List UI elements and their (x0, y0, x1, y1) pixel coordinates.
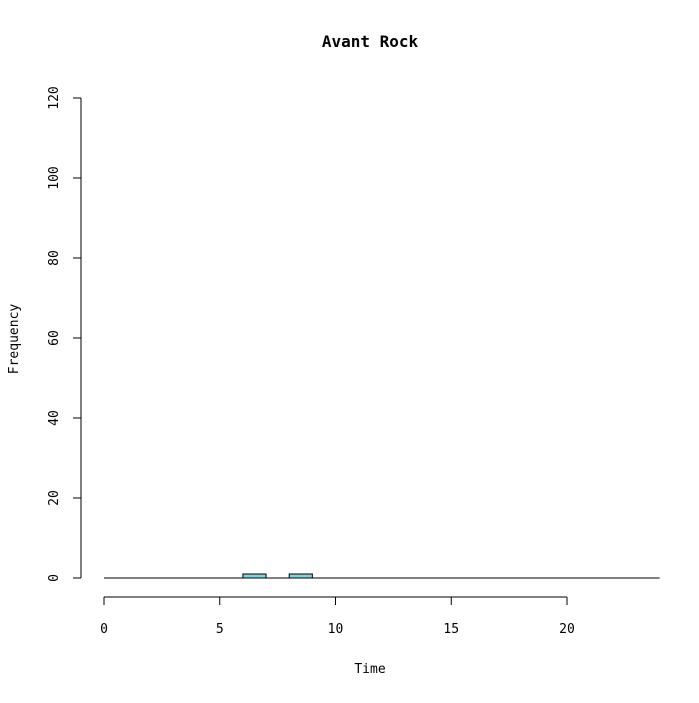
y-tick-label-120: 120 (47, 86, 62, 109)
bars-layer (242, 573, 313, 579)
x-tick-label-5: 5 (216, 622, 224, 637)
y-tick-label-40: 40 (47, 410, 62, 426)
y-tick-label-80: 80 (47, 250, 62, 266)
x-tick-label-15: 15 (443, 622, 459, 637)
y-axis-label: Frequency (7, 304, 22, 375)
x-tick-label-0: 0 (100, 622, 108, 637)
histogram-bar-0 (242, 573, 267, 579)
y-tick-label-0: 0 (47, 574, 62, 582)
y-tick-label-20: 20 (47, 490, 62, 506)
x-tick-label-20: 20 (559, 622, 575, 637)
y-tick-label-60: 60 (47, 330, 62, 346)
x-tick-label-10: 10 (328, 622, 344, 637)
axes-layer: 0 5 10 15 20 0 20 40 60 80 100 120 (47, 86, 660, 637)
y-tick-label-100: 100 (47, 166, 62, 189)
histogram-bar-1 (288, 573, 313, 579)
x-axis-label: Time (354, 662, 385, 677)
chart-title: Avant Rock (322, 32, 419, 51)
text-layer: Avant Rock Time Frequency (7, 32, 419, 677)
